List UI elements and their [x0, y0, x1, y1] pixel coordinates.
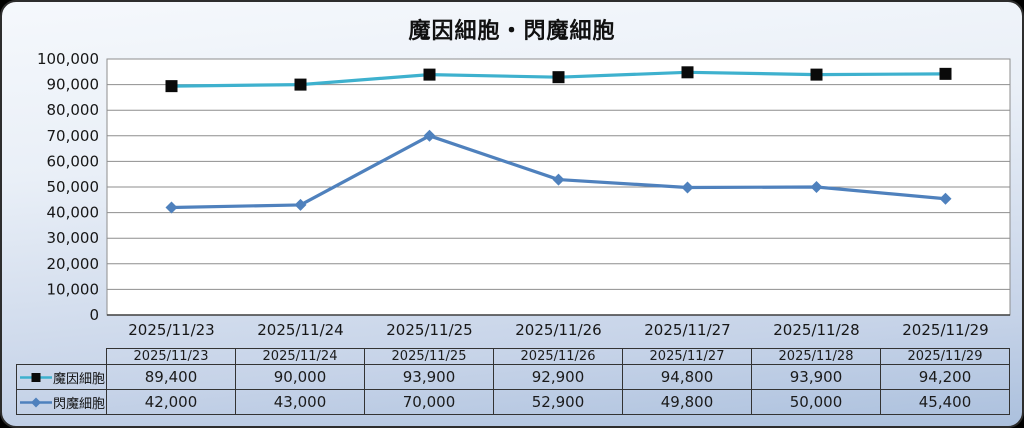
line-chart-plot: 0 10,000 20,000 30,000 40,000 50,000 60,000 70,…	[37, 50, 1011, 339]
y-axis-tick-label: 0	[89, 306, 99, 324]
series-1-marker-diamond	[939, 192, 952, 205]
legend-key: 魔因細胞	[18, 368, 106, 387]
data-table-value-cell: 42,000	[106, 389, 236, 415]
data-table-value-cell: 90,000	[235, 364, 365, 390]
series-1-marker-diamond	[165, 201, 178, 214]
y-axis-tick-label: 10,000	[47, 280, 100, 298]
data-table-value-cell: 52,900	[493, 389, 623, 415]
y-axis-tick-label: 90,000	[47, 76, 100, 94]
series-0-marker-square	[552, 71, 565, 84]
x-axis-tick-label: 2025/11/25	[386, 321, 472, 339]
x-axis-tick-label: 2025/11/28	[773, 321, 859, 339]
legend-cell: 魔因細胞	[16, 364, 107, 390]
chart-title: 魔因細胞・閃魔細胞	[408, 19, 616, 44]
series-1-marker-diamond	[681, 181, 694, 194]
data-table-date-header: 2025/11/25	[364, 348, 494, 365]
series-0-marker-square	[294, 78, 307, 91]
legend-key: 閃魔細胞	[18, 393, 106, 412]
data-table-date-header: 2025/11/24	[235, 348, 365, 365]
y-axis-tick-label: 70,000	[47, 127, 100, 145]
data-table-value-cell: 92,900	[493, 364, 623, 390]
chart-data-table: 2025/11/23 2025/11/24 2025/11/25 2025/11/26…	[16, 348, 1010, 415]
data-table-value-cell: 45,400	[880, 389, 1010, 415]
y-axis-tick-label: 20,000	[47, 255, 100, 273]
data-table-value-cell: 70,000	[364, 389, 494, 415]
legend-diamond-marker-icon	[19, 397, 52, 407]
y-axis-tick-label: 50,000	[47, 178, 100, 196]
data-table-value-cell: 94,200	[880, 364, 1010, 390]
legend-square-marker-icon	[19, 372, 52, 382]
data-table-value-cell: 49,800	[622, 389, 752, 415]
series-1-marker-diamond	[810, 181, 823, 193]
x-axis-tick-label: 2025/11/23	[128, 321, 214, 339]
x-axis-tick-label: 2025/11/26	[515, 321, 601, 339]
series-0-marker-square	[810, 68, 823, 81]
data-table-value-cell: 93,900	[364, 364, 494, 390]
series-1-marker-diamond	[552, 173, 565, 186]
data-table-date-header: 2025/11/29	[880, 348, 1010, 365]
series-1-marker-diamond	[294, 198, 307, 211]
legend-cell: 閃魔細胞	[16, 389, 107, 415]
x-axis-tick-label: 2025/11/24	[257, 321, 343, 339]
series-0-marker-square	[165, 80, 178, 93]
data-table-row: 閃魔細胞 42,000 43,000 70,000 52,900 49,800 50,000…	[16, 389, 1010, 415]
x-axis-tick-label: 2025/11/27	[644, 321, 730, 339]
data-table-value-cell: 93,900	[751, 364, 881, 390]
series-0-marker-square	[423, 68, 436, 81]
data-table-value-cell: 50,000	[751, 389, 881, 415]
legend-series-label: 閃魔細胞	[52, 396, 105, 412]
data-table-value-cell: 43,000	[235, 389, 365, 415]
y-axis-tick-label: 100,000	[37, 50, 99, 68]
x-axis-tick-label: 2025/11/29	[902, 321, 988, 339]
y-axis-tick-label: 30,000	[47, 229, 100, 247]
data-table-value-cell: 94,800	[622, 364, 752, 390]
data-table-header-row: 2025/11/23 2025/11/24 2025/11/25 2025/11/26…	[17, 348, 1010, 365]
series-1-marker-diamond	[423, 129, 436, 142]
series-0-marker-square	[681, 66, 694, 79]
data-table-date-header: 2025/11/23	[106, 348, 236, 365]
data-table-value-cell: 89,400	[106, 364, 236, 390]
legend-series-label: 魔因細胞	[52, 371, 105, 387]
y-axis-tick-label: 40,000	[47, 204, 100, 222]
data-table-row: 魔因細胞 89,400 90,000 93,900 92,900 94,800 93,900…	[16, 364, 1010, 390]
data-table-date-header: 2025/11/28	[751, 348, 881, 365]
y-axis-tick-label: 60,000	[47, 152, 100, 170]
data-table-date-header: 2025/11/27	[622, 348, 752, 365]
series-0-marker-square	[939, 67, 952, 80]
data-table-corner	[17, 349, 107, 365]
y-axis-tick-label: 80,000	[47, 101, 100, 119]
data-table-date-header: 2025/11/26	[493, 348, 623, 365]
